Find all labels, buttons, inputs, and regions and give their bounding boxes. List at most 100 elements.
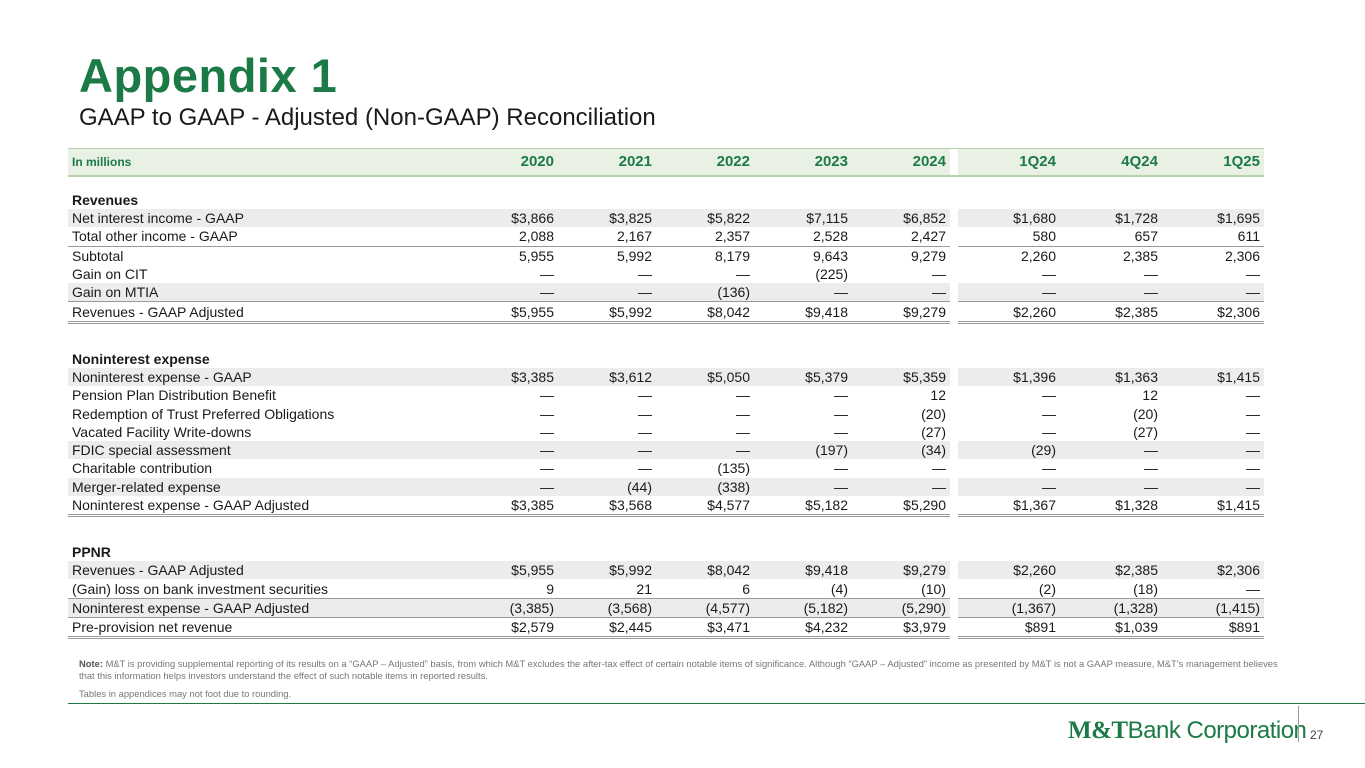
value-cell: $2,306 — [1162, 561, 1264, 580]
value-cell: $3,385 — [460, 495, 558, 518]
value-cell: 580 — [1032, 228, 1056, 245]
value-cell: 2,385 — [1060, 245, 1162, 265]
value-cell: (338) — [656, 477, 754, 496]
value-cell: — — [460, 477, 558, 496]
value-cell: — — [1246, 387, 1260, 404]
value-cell: — — [540, 387, 554, 404]
company-logo: M&TBank Corporation — [1068, 716, 1307, 746]
section-heading-row: PPNR — [68, 541, 1264, 561]
value-cell: $891 — [958, 617, 1060, 640]
value-cell: $3,385 — [460, 367, 558, 387]
value-cell: $4,232 — [754, 617, 852, 640]
value-cell: $5,379 — [754, 367, 852, 387]
col-header-2021: 2021 — [558, 148, 656, 177]
table-row: Noninterest expense - GAAP Adjusted $3,38… — [68, 495, 1264, 518]
value-cell: — — [834, 423, 848, 440]
value-cell: (1,415) — [1162, 597, 1264, 618]
value-cell: $2,260 — [958, 301, 1060, 324]
column-gap — [950, 404, 958, 422]
value-cell: — — [1162, 477, 1264, 496]
value-cell: (5,290) — [852, 597, 950, 618]
value-cell: (10) — [921, 580, 946, 597]
col-header-4q24: 4Q24 — [1060, 148, 1162, 177]
value-cell: 2,167 — [616, 228, 652, 245]
value-cell: $2,445 — [558, 617, 656, 640]
value-cell: (34) — [852, 440, 950, 460]
section-heading: PPNR — [72, 544, 111, 561]
value-cell: — — [736, 423, 750, 440]
value-cell: (29) — [958, 440, 1060, 460]
value-cell: $5,290 — [852, 495, 950, 518]
value-cell: (4,577) — [656, 597, 754, 618]
spacer-row — [68, 322, 1264, 348]
value-cell: (18) — [1133, 580, 1158, 597]
row-label: Noninterest expense - GAAP — [68, 367, 460, 387]
value-cell: 2,306 — [1162, 245, 1264, 265]
spacer-cell — [68, 516, 1264, 542]
value-cell: — — [1162, 440, 1264, 460]
value-cell: 8,179 — [656, 245, 754, 265]
value-cell: — — [852, 283, 950, 302]
value-cell: — — [558, 283, 656, 302]
col-header-1q25: 1Q25 — [1162, 148, 1264, 177]
column-gap — [950, 283, 958, 302]
table-row: Pension Plan Distribution Benefit — — — — 12 —… — [68, 386, 1264, 404]
row-label: Noninterest expense - GAAP Adjusted — [68, 597, 460, 618]
value-cell: — — [1144, 266, 1158, 283]
value-cell: $9,279 — [852, 561, 950, 580]
value-cell: $2,579 — [460, 617, 558, 640]
column-gap — [950, 227, 958, 246]
row-label: Revenues - GAAP Adjusted — [68, 561, 460, 580]
value-cell: — — [958, 477, 1060, 496]
value-cell: $2,385 — [1060, 561, 1162, 580]
spacer-cell — [68, 322, 1264, 348]
value-cell: — — [460, 440, 558, 460]
table-row: Gain on CIT — — — (225) — — — — — [68, 265, 1264, 283]
row-label: Revenues - GAAP Adjusted — [68, 301, 460, 324]
value-cell: (136) — [656, 283, 754, 302]
spacer-row — [68, 176, 1264, 189]
value-cell: — — [1042, 423, 1056, 440]
value-cell: $1,695 — [1162, 209, 1264, 228]
table-row: Noninterest expense - GAAP $3,385 $3,612 $5… — [68, 367, 1264, 387]
value-cell: (27) — [1133, 423, 1158, 440]
table-row: Total other income - GAAP 2,088 2,167 2,357… — [68, 227, 1264, 246]
value-cell: 2,088 — [518, 228, 554, 245]
value-cell: (197) — [754, 440, 852, 460]
value-cell: — — [1162, 283, 1264, 302]
value-cell: $1,415 — [1162, 495, 1264, 518]
value-cell: — — [754, 283, 852, 302]
value-cell: 9 — [546, 580, 554, 597]
table-row: FDIC special assessment — — — (197) (34) (29) —… — [68, 440, 1264, 460]
value-cell: — — [1246, 405, 1260, 422]
value-cell: (20) — [1133, 405, 1158, 422]
row-label: Net interest income - GAAP — [68, 209, 460, 228]
value-cell: $9,418 — [754, 561, 852, 580]
value-cell: $3,825 — [558, 209, 656, 228]
table-row: Gain on MTIA — — (136) — — — — — — [68, 283, 1264, 302]
table-row: Charitable contribution — — (135) — — — — — — [68, 459, 1264, 477]
value-cell: — — [1060, 283, 1162, 302]
value-cell: — — [1060, 477, 1162, 496]
table-row: Vacated Facility Write-downs — — — — (27) — (27… — [68, 423, 1264, 441]
value-cell: (20) — [921, 405, 946, 422]
value-cell: — — [1042, 460, 1056, 477]
value-cell: $3,568 — [558, 495, 656, 518]
footer-separator — [1298, 706, 1299, 742]
table-row: (Gain) loss on bank investment securitie… — [68, 579, 1264, 598]
column-gap — [950, 459, 958, 477]
section-heading: Revenues — [72, 192, 139, 208]
value-cell: — — [540, 423, 554, 440]
column-gap — [950, 440, 958, 460]
column-gap — [950, 477, 958, 496]
column-gap — [950, 367, 958, 387]
spacer-cell — [68, 176, 1264, 189]
value-cell: — — [540, 460, 554, 477]
footer-divider — [68, 703, 1365, 704]
col-header-2022: 2022 — [656, 148, 754, 177]
row-label: Redemption of Trust Preferred Obligation… — [72, 405, 335, 422]
value-cell: — — [540, 405, 554, 422]
col-header-2023: 2023 — [754, 148, 852, 177]
value-cell: $9,418 — [754, 301, 852, 324]
col-header-2020: 2020 — [460, 148, 558, 177]
